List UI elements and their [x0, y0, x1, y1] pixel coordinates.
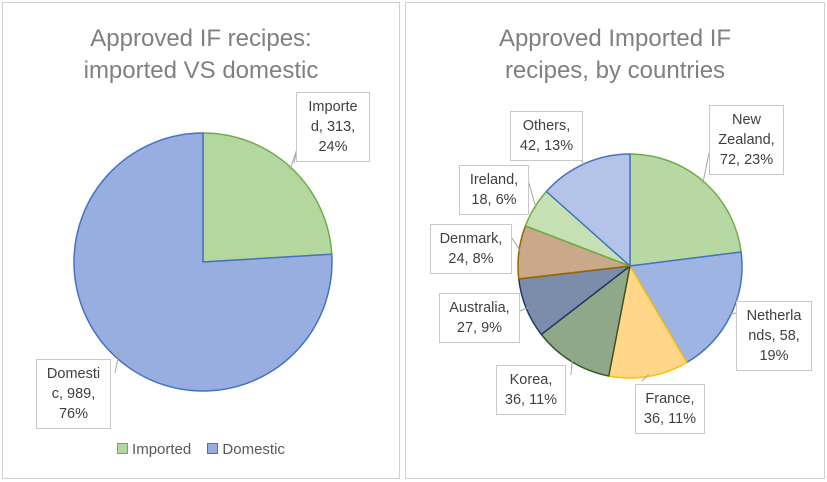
data-label-line: 24, 8%: [448, 251, 494, 267]
data-label-line: 24%: [318, 139, 348, 155]
pie-slice-korea: [540, 265, 631, 377]
data-label-line: 72, 23%: [719, 152, 774, 168]
data-label-line: 27, 9%: [456, 320, 503, 336]
data-label-line: Ireland,: [469, 172, 519, 188]
data-label-line: Importe: [308, 99, 358, 115]
data-label-domestic: Domesti c, 989, 76%: [36, 359, 111, 429]
pie-chart-by-countries: [511, 152, 743, 382]
data-label-line: d, 313,: [310, 119, 356, 135]
chart-title-line-1: Approved IF recipes:: [90, 25, 312, 52]
data-label-line: 36, 11%: [643, 411, 697, 427]
data-label-line: 36, 11%: [504, 392, 558, 408]
leader-line-domestic: [114, 352, 120, 374]
chart-legend: Imported Domestic: [3, 441, 399, 458]
pie-slice-france: [608, 265, 688, 379]
data-label-others: Others, 42, 13%: [510, 111, 583, 161]
chart-title-line-1: Approved Imported IF: [498, 25, 732, 52]
chart-panel-imported-vs-domestic: Approved IF recipes: imported VS domesti…: [2, 2, 400, 479]
data-label-denmark: Denmark, 24, 8%: [430, 224, 512, 274]
leader-line-australia: [519, 307, 529, 312]
chart-title: Approved IF recipes: imported VS domesti…: [3, 23, 399, 87]
leader-line-netherlands: [728, 312, 737, 315]
data-label-netherlands: Netherla nds, 58, 19%: [736, 301, 812, 371]
data-label-line: New: [731, 112, 761, 128]
data-label-line: Denmark,: [439, 231, 503, 247]
leader-line-korea: [570, 359, 573, 376]
data-label-line: Others,: [522, 118, 571, 134]
data-label-line: 42, 13%: [519, 138, 574, 154]
chart-title: Approved Imported IF recipes, by countri…: [406, 23, 824, 87]
pie-slice-domestic: [73, 132, 333, 392]
pie-chart-imported-vs-domestic: [73, 132, 333, 392]
chart-title-line-2: recipes, by countries: [504, 57, 726, 84]
data-label-line: nds, 58,: [748, 328, 800, 344]
data-label-new-zealand: New Zealand, 72, 23%: [709, 105, 784, 175]
legend-label: Domestic: [222, 441, 285, 458]
data-label-line: Korea,: [509, 372, 553, 388]
legend-label: Imported: [132, 441, 192, 458]
chart-title-line-2: imported VS domestic: [83, 57, 319, 84]
chart-panel-by-countries: Approved Imported IF recipes, by countri…: [405, 2, 825, 479]
data-label-line: 19%: [759, 348, 789, 364]
data-label-line: Zealand,: [718, 132, 775, 148]
data-label-line: Netherla: [746, 308, 802, 324]
data-label-line: France,: [645, 391, 695, 407]
leader-line-denmark: [511, 237, 522, 253]
data-label-korea: Korea, 36, 11%: [496, 365, 566, 415]
data-label-imported: Importe d, 313, 24%: [296, 92, 370, 162]
leader-line-new-zealand: [702, 152, 710, 184]
pie-slice-netherlands: [629, 251, 743, 364]
leader-line-ireland: [528, 182, 537, 209]
legend-item-imported: Imported: [117, 441, 191, 458]
data-label-line: c, 989,: [51, 386, 96, 402]
pie-slice-imported: [202, 132, 333, 263]
pie-slice-new-zealand: [629, 153, 742, 267]
data-label-ireland: Ireland, 18, 6%: [459, 165, 529, 215]
legend-swatch: [117, 443, 129, 454]
legend-item-domestic: Domestic: [207, 441, 285, 458]
data-label-line: 76%: [58, 406, 89, 422]
data-label-line: 18, 6%: [471, 192, 517, 208]
data-label-australia: Australia, 27, 9%: [439, 293, 520, 343]
data-label-line: Domesti: [46, 366, 101, 382]
data-label-line: Australia,: [449, 300, 510, 316]
data-label-france: France, 36, 11%: [635, 384, 705, 434]
leader-line-france: [641, 374, 650, 382]
legend-swatch: [207, 443, 219, 454]
